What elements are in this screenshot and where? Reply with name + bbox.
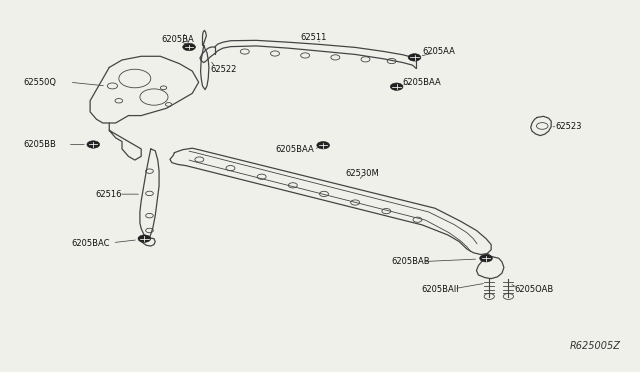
Circle shape (408, 54, 421, 61)
Circle shape (317, 141, 330, 149)
Circle shape (479, 254, 492, 262)
Text: 62523: 62523 (555, 122, 582, 131)
Text: 6205BAC: 6205BAC (71, 239, 109, 248)
Text: 62522: 62522 (210, 65, 237, 74)
Circle shape (87, 141, 100, 148)
Text: 6205BAII: 6205BAII (421, 285, 459, 294)
Circle shape (390, 83, 403, 90)
Text: 6205OAB: 6205OAB (515, 285, 554, 294)
Text: 62511: 62511 (301, 33, 327, 42)
Text: 6205BB: 6205BB (23, 140, 56, 149)
Text: 6205BAA: 6205BAA (275, 145, 314, 154)
Circle shape (138, 235, 151, 242)
Text: R625005Z: R625005Z (569, 341, 620, 351)
Text: 6205BAB: 6205BAB (392, 257, 430, 266)
Text: 6205BA: 6205BA (162, 35, 195, 44)
Text: 6205BAA: 6205BAA (403, 78, 441, 87)
Text: 6205AA: 6205AA (422, 47, 455, 56)
Text: 62550Q: 62550Q (23, 78, 56, 87)
Text: 62530M: 62530M (346, 169, 380, 177)
Circle shape (182, 43, 195, 51)
Text: 62516: 62516 (95, 190, 122, 199)
